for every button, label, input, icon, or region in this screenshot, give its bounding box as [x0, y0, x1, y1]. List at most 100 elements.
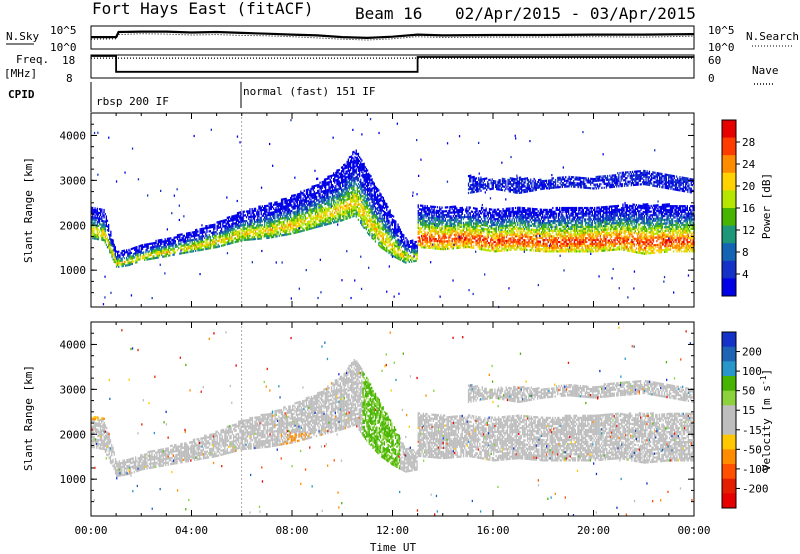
power-cell [169, 243, 171, 246]
power-cell [206, 226, 208, 230]
power-cell [471, 227, 474, 230]
power-cell [373, 182, 375, 185]
power-cell [92, 233, 94, 236]
power-cell [378, 206, 380, 209]
power-cell [329, 220, 331, 223]
power-cell [452, 224, 454, 227]
power-cell [441, 236, 443, 239]
power-cell [171, 248, 173, 251]
power-cell [299, 194, 301, 197]
power-cell [244, 236, 247, 240]
power-cell [375, 222, 378, 225]
power-cell [374, 215, 377, 218]
power-cell [264, 225, 266, 228]
power-cell [348, 212, 351, 215]
power-cell [277, 233, 279, 236]
power-cell [286, 216, 288, 219]
power-cell [445, 221, 448, 224]
power-cell [318, 193, 320, 196]
power-cell [193, 231, 196, 234]
power-cell [228, 225, 231, 228]
power-cell [385, 232, 387, 235]
power-cell [354, 195, 356, 198]
power-cell [391, 235, 393, 238]
power-cell [242, 235, 244, 238]
power-cell [196, 240, 198, 243]
power-cell [439, 215, 441, 218]
power-cell [444, 217, 447, 220]
power-cell [456, 243, 458, 246]
power-cell [137, 258, 139, 261]
power-cell [390, 253, 392, 256]
power-cell [221, 235, 223, 238]
power-cell [130, 257, 132, 260]
power-cell [293, 224, 295, 227]
power-cell [370, 220, 372, 223]
power-cell [146, 256, 148, 259]
power-cell [221, 240, 223, 244]
power-cell [243, 235, 245, 238]
power-cell [467, 223, 469, 226]
power-cell [352, 172, 354, 175]
power-cell [373, 235, 375, 238]
power-cell [495, 250, 497, 253]
power-cell [444, 214, 447, 217]
power-cell [335, 220, 337, 223]
power-cell [273, 222, 275, 225]
power-cell [345, 181, 347, 185]
power-cell [475, 211, 477, 214]
power-cell [449, 217, 451, 220]
noise-line-sky [91, 30, 695, 40]
power-cell [313, 207, 315, 210]
power-cell [309, 205, 311, 208]
power-cell [236, 232, 239, 236]
power-cell [242, 233, 244, 236]
power-cell [356, 162, 358, 165]
power-cell [319, 217, 321, 220]
power-cell [453, 241, 456, 244]
power-cell [441, 221, 443, 224]
power-cell [101, 233, 103, 236]
power-cell [269, 213, 271, 216]
power-cell [428, 246, 431, 249]
power-cell [256, 226, 258, 229]
power-cell [293, 222, 295, 225]
power-cell [377, 195, 379, 198]
power-cell [482, 220, 484, 223]
power-cell [322, 201, 325, 204]
power-cell [349, 182, 352, 185]
power-cell [428, 239, 431, 242]
power-cell [423, 233, 425, 236]
power-cell [128, 262, 130, 265]
power-cell [98, 223, 101, 226]
power-cell [344, 182, 346, 185]
power-cell [96, 217, 98, 220]
power-cell [485, 237, 487, 240]
power-cell [291, 226, 293, 230]
power-cell [374, 225, 377, 228]
power-cell [300, 218, 302, 222]
power-cell [368, 214, 370, 217]
power-cell [467, 232, 469, 235]
power-cell [442, 231, 444, 234]
power-cell [215, 242, 217, 245]
power-cell [314, 205, 317, 208]
power-cell [371, 215, 373, 219]
power-cell [105, 224, 107, 227]
power-cell [453, 220, 456, 223]
power-cell [155, 241, 157, 244]
power-cell [276, 233, 278, 236]
power-cell [200, 241, 202, 244]
power-cell [264, 212, 266, 215]
power-cell [453, 211, 456, 214]
power-cell [162, 255, 164, 258]
power-cell [462, 246, 465, 249]
power-cell [317, 218, 319, 221]
power-cell [257, 209, 259, 212]
power-cell [108, 244, 110, 247]
power-cell [451, 219, 453, 222]
power-cell [483, 222, 485, 225]
power-cell [387, 226, 389, 229]
power-cell [495, 210, 497, 213]
power-cell [244, 214, 247, 217]
